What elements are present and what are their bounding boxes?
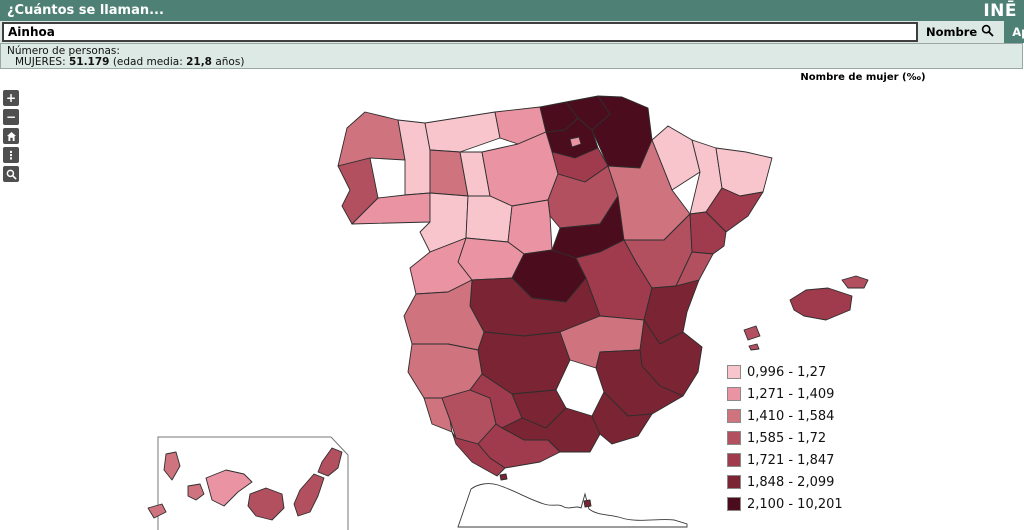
map-region[interactable]: [569, 136, 582, 148]
map-region[interactable]: [789, 287, 853, 321]
map-region[interactable]: [507, 199, 553, 255]
map-region[interactable]: [163, 451, 181, 481]
search-by-surname-label: Apellido: [1012, 25, 1024, 39]
map-region[interactable]: [451, 431, 506, 477]
legend-label: 1,585 - 1,72: [747, 430, 827, 446]
legend-row: 0,996 - 1,27: [727, 361, 843, 383]
search-by-surname-button[interactable]: Apellido: [1004, 21, 1024, 43]
search-row: Nombre Apellido: [0, 21, 1024, 43]
vertical-dots-icon: ⋮: [5, 148, 17, 162]
result-stats-box: Número de personas: MUJERES: 51.179 (eda…: [0, 43, 1023, 69]
zoom-out-button[interactable]: −: [3, 109, 19, 125]
map-legend: 0,996 - 1,27 1,271 - 1,409 1,410 - 1,584…: [727, 361, 843, 515]
legend-label: 1,721 - 1,847: [747, 452, 835, 468]
search-by-name-button[interactable]: Nombre: [918, 21, 1003, 43]
map-units-label: Nombre de mujer (‰): [800, 72, 926, 83]
stats-count: 51.179: [68, 56, 110, 68]
map-region[interactable]: [337, 111, 406, 167]
stats-age: 21,8: [186, 56, 212, 68]
magnifier-icon: [6, 169, 17, 180]
map-region[interactable]: [293, 473, 325, 517]
more-options-button[interactable]: ⋮: [3, 147, 19, 163]
legend-row: 1,410 - 1,584: [727, 405, 843, 427]
map-region[interactable]: [499, 473, 508, 481]
map-region[interactable]: [481, 131, 559, 207]
zoom-in-button[interactable]: +: [3, 90, 19, 106]
map-region[interactable]: [317, 447, 343, 477]
legend-row: 1,848 - 2,099: [727, 471, 843, 493]
stats-mid-text: (edad media:: [112, 56, 183, 68]
map-region[interactable]: [147, 503, 167, 519]
search-by-name-label: Nombre: [926, 25, 978, 39]
map-region[interactable]: [583, 499, 592, 508]
name-search-input[interactable]: [2, 22, 918, 42]
legend-swatch: [727, 409, 741, 423]
map-region[interactable]: [205, 469, 253, 507]
home-icon: [6, 131, 17, 142]
legend-swatch: [727, 431, 741, 445]
canary-inset-border: [157, 436, 349, 530]
map-region[interactable]: [424, 111, 501, 153]
legend-label: 1,271 - 1,409: [747, 386, 835, 402]
map-region[interactable]: [247, 487, 285, 521]
legend-swatch: [727, 365, 741, 379]
map-region[interactable]: [465, 195, 513, 243]
map-search-button[interactable]: [3, 166, 19, 182]
legend-row: 2,100 - 10,201: [727, 493, 843, 515]
legend-row: 1,585 - 1,72: [727, 427, 843, 449]
legend-row: 1,271 - 1,409: [727, 383, 843, 405]
home-extent-button[interactable]: [3, 128, 19, 144]
map-region[interactable]: [748, 343, 760, 351]
legend-swatch: [727, 497, 741, 511]
legend-label: 2,100 - 10,201: [747, 496, 843, 512]
map-region[interactable]: [595, 349, 684, 417]
map-region[interactable]: [743, 325, 761, 341]
map-region[interactable]: [591, 391, 653, 445]
legend-swatch: [727, 387, 741, 401]
legend-swatch: [727, 453, 741, 467]
header-bar: ¿Cuántos se llaman... INĒ: [0, 0, 1024, 21]
search-icon: [981, 24, 994, 40]
stats-line1: Número de personas:: [7, 45, 120, 57]
legend-swatch: [727, 475, 741, 489]
plus-icon: +: [5, 91, 17, 105]
neighboring-coast-outline: [457, 483, 688, 528]
stats-line2: MUJERES: 51.179 (edad media: 21,8 años): [7, 57, 1016, 68]
ine-logo: INĒ: [983, 0, 1017, 21]
map-region[interactable]: [187, 483, 205, 501]
legend-label: 1,848 - 2,099: [747, 474, 835, 490]
page-title: ¿Cuántos se llaman...: [7, 3, 164, 18]
stats-suffix: años): [215, 56, 245, 68]
legend-label: 0,996 - 1,27: [747, 364, 827, 380]
stats-group-label: MUJERES:: [15, 56, 66, 68]
map-controls: + − ⋮: [3, 90, 19, 182]
map-region[interactable]: [841, 275, 869, 289]
legend-label: 1,410 - 1,584: [747, 408, 835, 424]
minus-icon: −: [5, 110, 17, 124]
legend-row: 1,721 - 1,847: [727, 449, 843, 471]
map-region[interactable]: [403, 279, 485, 351]
